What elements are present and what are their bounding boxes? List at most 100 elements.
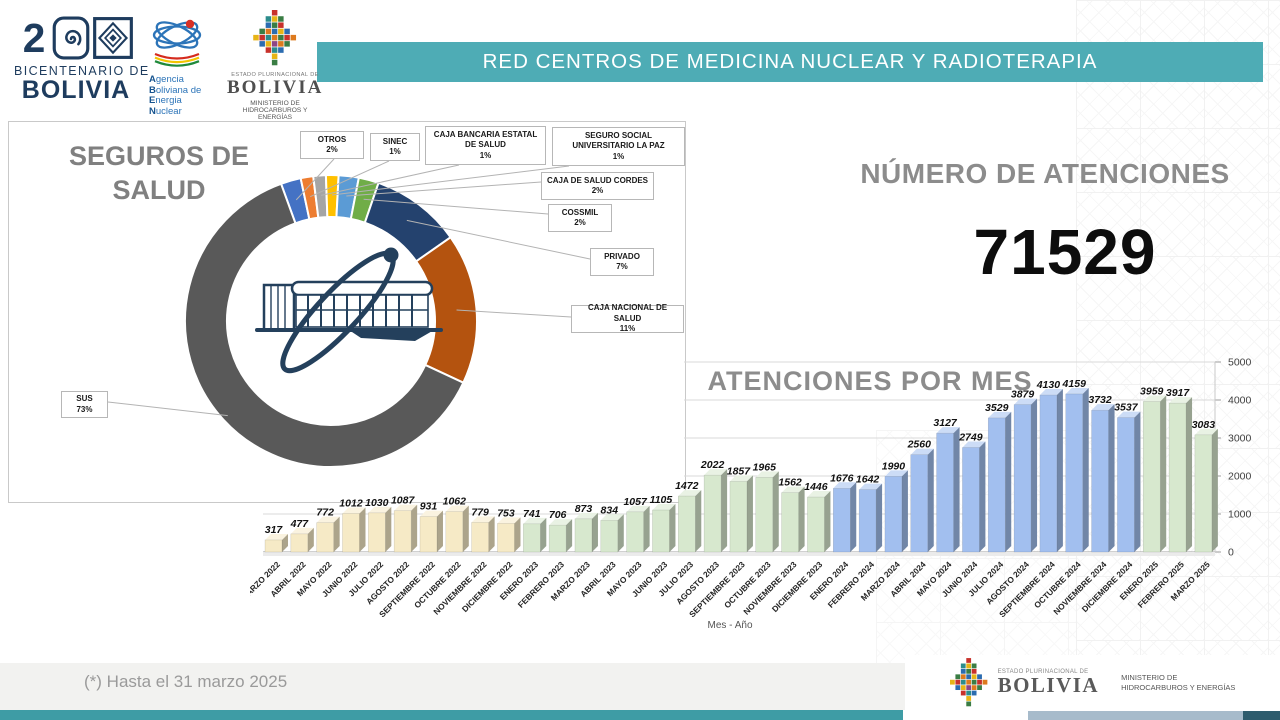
bar-top-face bbox=[626, 505, 650, 512]
bar-value-label: 3083 bbox=[1192, 419, 1216, 431]
bottom-bar-dark bbox=[1243, 711, 1280, 720]
bar-value-label: 1057 bbox=[623, 496, 648, 508]
aben-line4: Nuclear bbox=[149, 105, 182, 117]
bar bbox=[987, 417, 1006, 553]
bar-top-face bbox=[962, 441, 986, 448]
bar bbox=[1168, 402, 1187, 553]
bar-top-face bbox=[368, 506, 392, 513]
bar-value-label: 706 bbox=[549, 509, 567, 521]
callout-leader-line bbox=[456, 309, 572, 318]
bar-value-label: 1642 bbox=[856, 474, 880, 486]
chakana-icon bbox=[253, 10, 297, 66]
bar-top-face bbox=[988, 411, 1012, 418]
bar bbox=[316, 522, 334, 553]
bar-top-face bbox=[781, 486, 805, 493]
chart-floor bbox=[263, 552, 1215, 556]
bar bbox=[445, 511, 464, 553]
y-tick-label: 4000 bbox=[1228, 395, 1252, 407]
donut-callout-sus: SUS 73% bbox=[61, 391, 108, 418]
spiral-icon bbox=[52, 16, 90, 60]
bar-value-label: 1446 bbox=[804, 481, 828, 493]
bar-side-face bbox=[488, 516, 495, 552]
bottom-bar-bluegray bbox=[1028, 711, 1243, 720]
bar-side-face bbox=[850, 482, 857, 552]
bar bbox=[936, 432, 954, 553]
bar-value-label: 3732 bbox=[1088, 394, 1112, 406]
bar bbox=[807, 496, 825, 553]
bar bbox=[962, 447, 980, 553]
bar-top-face bbox=[678, 490, 702, 497]
bar-top-face bbox=[652, 504, 676, 511]
bar-value-label: 834 bbox=[601, 504, 619, 516]
bar-value-label: 1030 bbox=[365, 497, 389, 509]
bar-top-face bbox=[265, 533, 288, 540]
bar-value-label: 2749 bbox=[958, 432, 983, 444]
bar bbox=[600, 520, 619, 553]
bar-side-face bbox=[643, 505, 650, 552]
bar-top-face bbox=[316, 516, 340, 523]
bar-value-label: 1990 bbox=[882, 460, 906, 472]
bar-top-face bbox=[884, 470, 908, 477]
bar-side-face bbox=[1082, 387, 1089, 552]
bar-top-face bbox=[936, 427, 960, 434]
bar-top-face bbox=[1091, 404, 1115, 411]
bar-side-face bbox=[1005, 411, 1012, 552]
bar-top-face bbox=[549, 519, 573, 526]
bar bbox=[910, 454, 928, 553]
bar bbox=[1194, 434, 1213, 553]
callout-leader-line bbox=[309, 160, 390, 198]
bar-top-face bbox=[523, 517, 547, 524]
bar bbox=[1013, 404, 1032, 553]
bar-value-label: 741 bbox=[523, 508, 541, 520]
callout-leader-line bbox=[406, 219, 591, 260]
bar-side-face bbox=[385, 506, 392, 552]
aben-line2: Boliviana de bbox=[149, 84, 202, 96]
seguros-card: SEGUROS DE SALUD OTROS 2% SINEC 1% CAJA BA… bbox=[8, 121, 686, 503]
bar-side-face bbox=[979, 441, 986, 552]
bar bbox=[497, 523, 515, 553]
bar-side-face bbox=[772, 471, 779, 552]
bar-side-face bbox=[876, 483, 883, 552]
bar bbox=[781, 492, 799, 553]
aben-line1: Agencia bbox=[149, 74, 184, 85]
footer-note: (*) Hasta el 31 marzo 2025 bbox=[84, 672, 288, 691]
bar-value-label: 779 bbox=[471, 506, 489, 518]
bar-value-label: 2022 bbox=[700, 459, 725, 471]
bar-side-face bbox=[746, 475, 753, 552]
bar-side-face bbox=[307, 527, 314, 552]
bar bbox=[471, 522, 489, 553]
ministerio-line1: MINISTERIO DE bbox=[250, 99, 300, 107]
bar-value-label: 477 bbox=[290, 518, 310, 530]
donut-callout-sinec: SINEC 1% bbox=[370, 133, 420, 161]
center-building-illustration bbox=[255, 247, 443, 374]
bottom-bar-teal bbox=[0, 710, 903, 720]
bar-top-face bbox=[1194, 428, 1218, 435]
page-title: RED CENTROS DE MEDICINA NUCLEAR Y RADIOT… bbox=[482, 50, 1098, 73]
bar bbox=[703, 474, 722, 553]
bar-top-face bbox=[859, 483, 883, 490]
footer-bolivia-label: BOLIVIA bbox=[997, 673, 1100, 697]
bar-top-face bbox=[394, 504, 418, 511]
bar-side-face bbox=[669, 504, 676, 552]
kpi-value: 71529 bbox=[973, 216, 1157, 288]
bar-value-label: 931 bbox=[420, 501, 438, 513]
bar-side-face bbox=[359, 507, 366, 552]
footer-ministerio-logo: ESTADO PLURINACIONAL DE BOLIVIA MINISTER… bbox=[905, 655, 1280, 710]
ministerio-logo-top: ESTADO PLURINACIONAL DE BOLIVIA MINISTER… bbox=[227, 10, 323, 121]
bar bbox=[833, 488, 851, 553]
bar-side-face bbox=[411, 504, 418, 552]
bar-top-face bbox=[1169, 397, 1193, 404]
callout-leader-line bbox=[321, 164, 460, 196]
bar-value-label: 873 bbox=[575, 503, 593, 515]
bar bbox=[626, 511, 644, 553]
numeral-2-icon: 2 bbox=[23, 15, 46, 60]
svg-text:2: 2 bbox=[23, 15, 46, 60]
bar-side-face bbox=[591, 512, 598, 552]
bar-side-face bbox=[1211, 428, 1218, 552]
bolivia-label: BOLIVIA bbox=[227, 77, 324, 98]
bar bbox=[1117, 417, 1135, 553]
bar-top-face bbox=[600, 514, 624, 521]
callout-leader-line bbox=[295, 158, 335, 201]
bar bbox=[264, 539, 283, 553]
y-tick-label: 3000 bbox=[1228, 433, 1252, 445]
